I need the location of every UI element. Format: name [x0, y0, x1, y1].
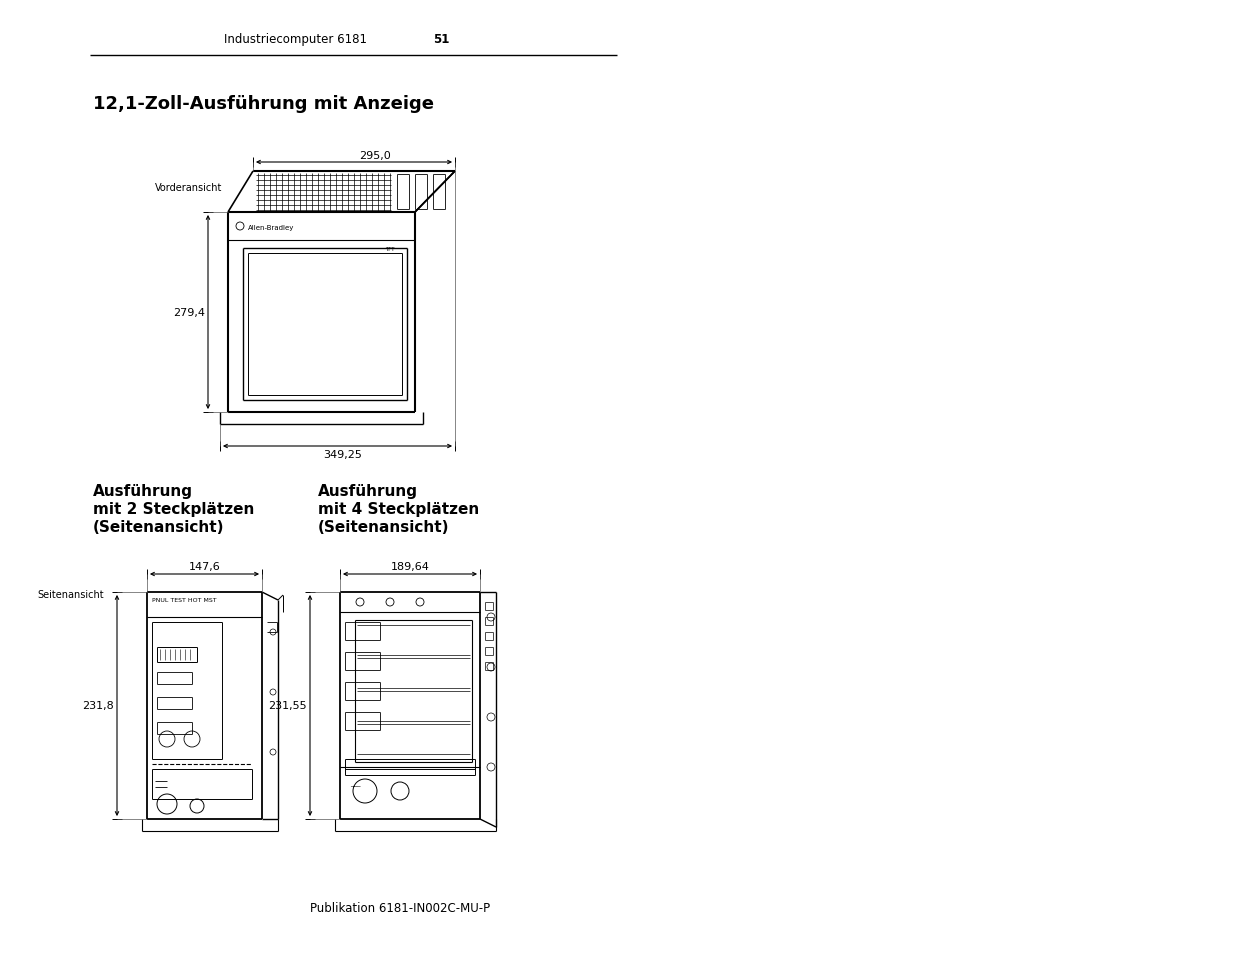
Text: 12,1-Zoll-Ausführung mit Anzeige: 12,1-Zoll-Ausführung mit Anzeige	[93, 95, 433, 112]
Text: Industriecomputer 6181: Industriecomputer 6181	[224, 33, 367, 46]
Text: 349,25: 349,25	[324, 450, 362, 459]
Text: Seitenansicht: Seitenansicht	[37, 589, 104, 599]
Text: (Seitenansicht): (Seitenansicht)	[93, 519, 225, 535]
Text: mit 4 Steckplätzen: mit 4 Steckplätzen	[317, 501, 479, 517]
Text: PNUL TEST HOT MST: PNUL TEST HOT MST	[152, 598, 216, 602]
Text: 51: 51	[433, 33, 450, 46]
Text: Allen-Bradley: Allen-Bradley	[248, 225, 294, 231]
Text: (Seitenansicht): (Seitenansicht)	[317, 519, 450, 535]
Text: 279,4: 279,4	[173, 308, 205, 317]
Text: 147,6: 147,6	[189, 561, 220, 572]
Text: Publikation 6181-IN002C-MU-P: Publikation 6181-IN002C-MU-P	[310, 901, 490, 914]
Text: Vorderansicht: Vorderansicht	[156, 183, 222, 193]
Text: Ausführung: Ausführung	[93, 483, 193, 498]
Text: mit 2 Steckplätzen: mit 2 Steckplätzen	[93, 501, 254, 517]
Text: 231,55: 231,55	[268, 700, 308, 711]
Text: ___: ___	[350, 781, 361, 786]
Text: 189,64: 189,64	[390, 561, 430, 572]
Text: 231,8: 231,8	[83, 700, 114, 711]
Text: Ausführung: Ausführung	[317, 483, 417, 498]
Text: 295,0: 295,0	[359, 151, 390, 161]
Text: TFT: TFT	[385, 247, 395, 252]
